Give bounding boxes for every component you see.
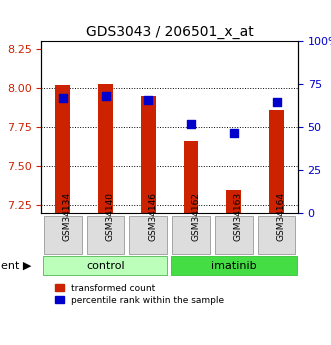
FancyBboxPatch shape [43, 256, 167, 275]
FancyBboxPatch shape [258, 216, 295, 254]
Point [188, 121, 194, 127]
FancyBboxPatch shape [87, 216, 124, 254]
Bar [98, 83, 113, 213]
Bar [141, 96, 156, 213]
FancyBboxPatch shape [44, 216, 81, 254]
Text: GSM34134: GSM34134 [63, 192, 72, 241]
Text: GSM34163: GSM34163 [234, 192, 243, 241]
Legend: transformed count, percentile rank within the sample: transformed count, percentile rank withi… [51, 280, 228, 308]
Text: GSM34162: GSM34162 [191, 192, 200, 241]
Text: control: control [86, 261, 125, 271]
Text: GSM34140: GSM34140 [106, 192, 115, 241]
FancyBboxPatch shape [171, 256, 297, 275]
FancyBboxPatch shape [172, 216, 210, 254]
FancyBboxPatch shape [129, 216, 167, 254]
Text: GSM34146: GSM34146 [148, 192, 157, 241]
Title: GDS3043 / 206501_x_at: GDS3043 / 206501_x_at [86, 25, 254, 39]
Text: agent ▶: agent ▶ [0, 261, 31, 271]
Text: GSM34164: GSM34164 [276, 192, 286, 241]
Point [60, 95, 66, 101]
Point [274, 99, 279, 104]
Text: imatinib: imatinib [211, 261, 257, 271]
FancyBboxPatch shape [215, 216, 253, 254]
Point [146, 97, 151, 102]
Bar [183, 141, 199, 213]
Point [103, 93, 108, 99]
Bar [226, 190, 241, 213]
Bar [269, 110, 284, 213]
Point [231, 130, 236, 135]
Bar [55, 85, 70, 213]
